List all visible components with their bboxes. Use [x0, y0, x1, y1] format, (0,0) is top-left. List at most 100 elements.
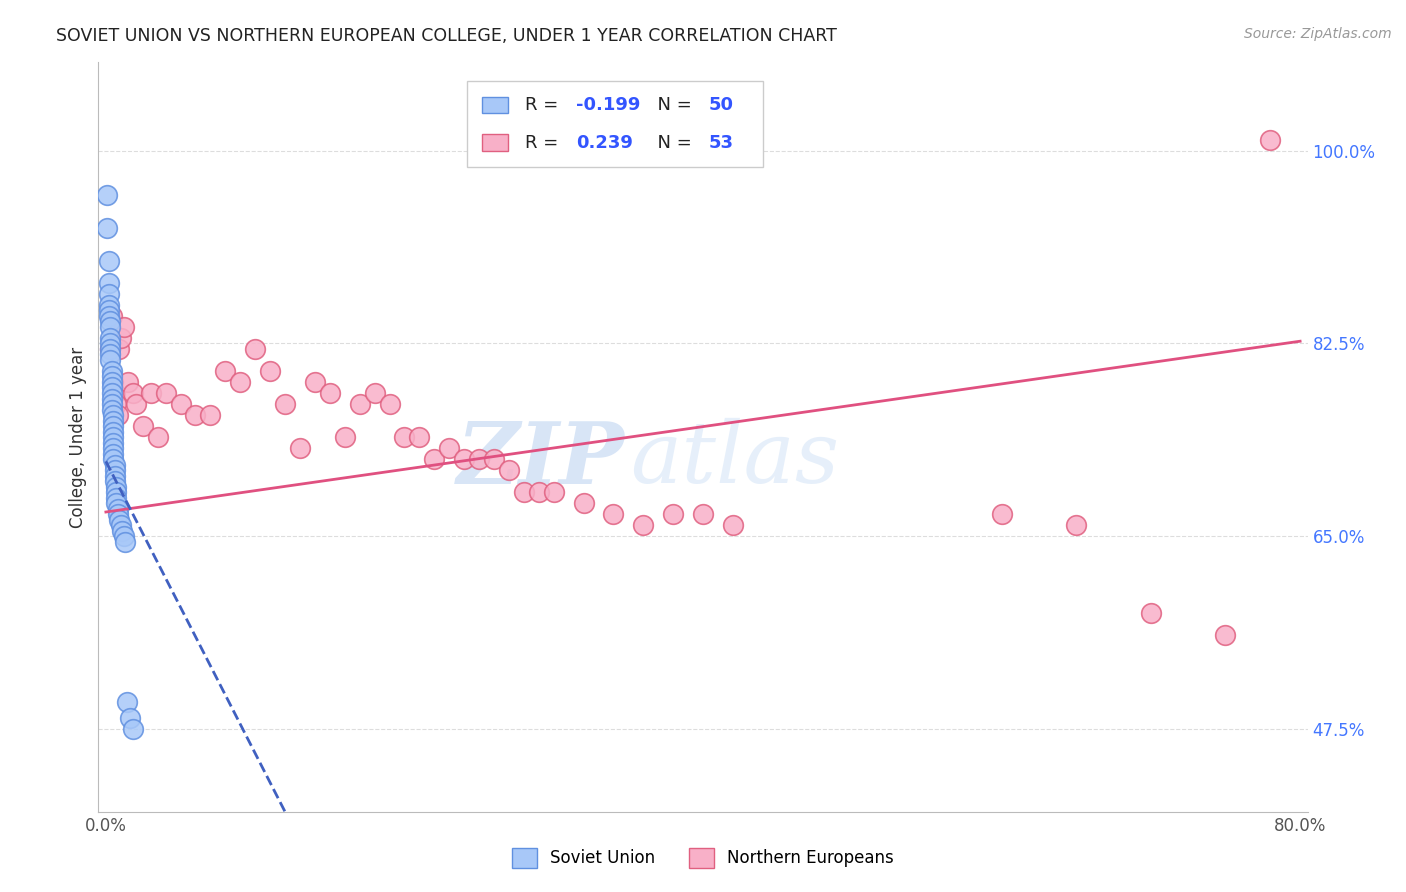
Point: [111, 524, 134, 538]
Point: [98, 314, 121, 328]
Point: [121, 386, 143, 401]
Point: [101, 380, 124, 394]
Point: [363, 386, 385, 401]
Point: [543, 485, 565, 500]
Point: [633, 518, 655, 533]
Point: [200, 408, 222, 422]
Point: [103, 408, 125, 422]
Point: [97, 303, 120, 318]
Point: [104, 386, 127, 401]
Text: SOVIET UNION VS NORTHERN EUROPEAN COLLEGE, UNDER 1 YEAR CORRELATION CHART: SOVIET UNION VS NORTHERN EUROPEAN COLLEG…: [56, 27, 837, 45]
Point: [319, 386, 342, 401]
Point: [104, 458, 127, 472]
Point: [349, 397, 371, 411]
Point: [97, 276, 120, 290]
Point: [105, 496, 128, 510]
Point: [692, 507, 714, 521]
Legend: Soviet Union, Northern Europeans: Soviet Union, Northern Europeans: [505, 841, 901, 875]
Text: -0.199: -0.199: [576, 96, 640, 114]
Point: [132, 419, 155, 434]
Point: [101, 375, 124, 389]
Point: [1140, 607, 1163, 621]
Point: [214, 364, 236, 378]
Point: [423, 452, 446, 467]
Text: N =: N =: [647, 96, 697, 114]
Point: [103, 435, 125, 450]
Point: [146, 430, 169, 444]
Point: [110, 331, 132, 345]
Point: [101, 364, 124, 378]
Point: [229, 375, 252, 389]
Point: [110, 518, 132, 533]
Point: [98, 331, 121, 345]
Point: [103, 425, 125, 439]
Point: [105, 480, 128, 494]
Point: [482, 452, 505, 467]
Point: [662, 507, 685, 521]
Text: 53: 53: [709, 134, 734, 152]
Point: [125, 397, 148, 411]
Point: [98, 319, 121, 334]
Point: [101, 402, 124, 417]
Point: [139, 386, 162, 401]
Point: [103, 447, 125, 461]
Bar: [482, 97, 509, 113]
Point: [98, 353, 121, 368]
Point: [1258, 132, 1281, 146]
Text: atlas: atlas: [630, 418, 839, 501]
Point: [155, 386, 177, 401]
Point: [990, 507, 1012, 521]
Point: [107, 507, 129, 521]
Point: [108, 513, 131, 527]
Point: [103, 375, 125, 389]
Point: [721, 518, 744, 533]
Point: [103, 419, 125, 434]
Text: Source: ZipAtlas.com: Source: ZipAtlas.com: [1244, 27, 1392, 41]
Point: [114, 534, 136, 549]
Point: [184, 408, 207, 422]
Text: ZIP: ZIP: [457, 417, 624, 501]
Point: [1064, 518, 1087, 533]
Point: [103, 441, 125, 455]
Point: [107, 408, 129, 422]
Text: 0.239: 0.239: [576, 134, 633, 152]
Bar: [482, 135, 509, 151]
FancyBboxPatch shape: [467, 81, 763, 168]
Point: [107, 501, 129, 516]
Point: [97, 298, 120, 312]
Point: [101, 369, 124, 384]
Point: [101, 397, 124, 411]
Point: [243, 342, 266, 356]
Point: [104, 474, 127, 488]
Point: [101, 392, 124, 406]
Point: [105, 397, 128, 411]
Point: [101, 309, 124, 323]
Point: [101, 386, 124, 401]
Point: [169, 397, 191, 411]
Point: [394, 430, 416, 444]
Point: [105, 485, 128, 500]
Point: [97, 286, 120, 301]
Text: R =: R =: [526, 96, 564, 114]
Point: [97, 253, 120, 268]
Point: [288, 441, 311, 455]
Point: [96, 220, 118, 235]
Point: [333, 430, 356, 444]
Point: [439, 441, 461, 455]
Point: [112, 529, 135, 543]
Point: [259, 364, 281, 378]
Point: [527, 485, 550, 500]
Point: [108, 342, 131, 356]
Point: [121, 722, 143, 736]
Text: N =: N =: [647, 134, 697, 152]
Text: R =: R =: [526, 134, 569, 152]
Point: [98, 347, 121, 361]
Point: [408, 430, 430, 444]
Point: [274, 397, 297, 411]
Y-axis label: College, Under 1 year: College, Under 1 year: [69, 346, 87, 528]
Point: [112, 319, 135, 334]
Point: [117, 375, 139, 389]
Point: [453, 452, 475, 467]
Point: [98, 342, 121, 356]
Point: [105, 491, 128, 505]
